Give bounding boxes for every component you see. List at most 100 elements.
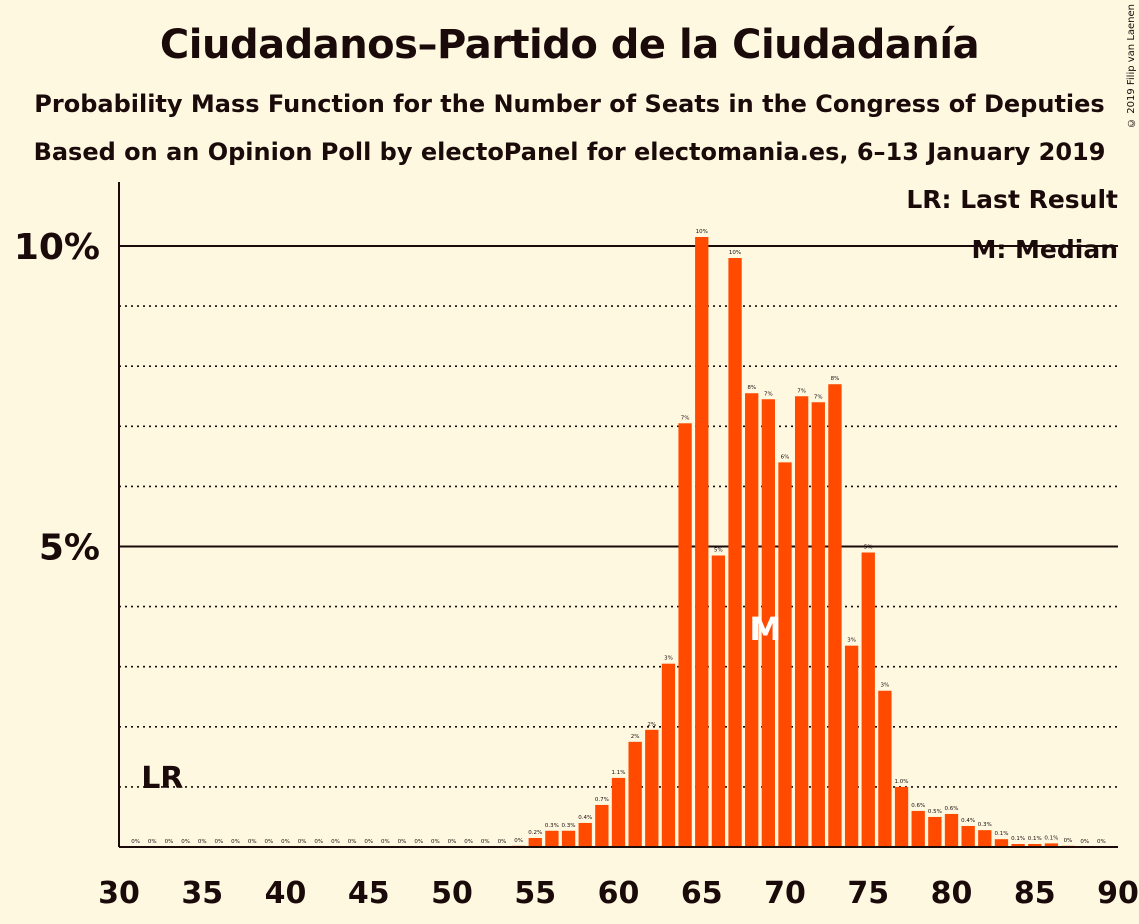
bar-value-label: 0%: [364, 839, 373, 845]
bar-value-label: 0%: [131, 839, 140, 845]
bar-value-label: 0%: [215, 839, 224, 845]
x-tick-label: 30: [98, 876, 140, 911]
bar-value-label: 0.4%: [578, 815, 592, 821]
bar-seat-75: [861, 552, 875, 847]
bar-value-label: 2%: [647, 722, 656, 728]
bar-value-label: 0%: [264, 839, 273, 845]
bar-value-label: 0.5%: [928, 809, 942, 815]
bar-value-label: 0.6%: [911, 803, 925, 809]
bar-value-label: 0%: [148, 839, 157, 845]
bar-value-label: 1.1%: [612, 770, 626, 776]
bar-value-label: 0%: [1064, 838, 1073, 844]
bar-value-label: 6%: [781, 454, 790, 460]
x-tick-label: 45: [348, 876, 390, 911]
bar-seat-74: [844, 645, 859, 847]
bar-value-label: 8%: [831, 376, 840, 382]
bar-seat-84: [1011, 843, 1025, 847]
bar-value-label: 0.4%: [961, 818, 975, 824]
bar-value-label: 0%: [398, 839, 407, 845]
bar-value-label: 0.3%: [545, 823, 559, 829]
bar-seat-64: [678, 423, 692, 847]
bar-value-label: 0%: [298, 839, 307, 845]
bar-value-label: 0.1%: [994, 831, 1008, 837]
bar-value-label: 0%: [481, 839, 490, 845]
median-marker: M: [749, 610, 781, 648]
bar-value-label: 10%: [696, 229, 708, 235]
bar-value-label: 5%: [864, 545, 873, 551]
x-tick-label: 90: [1097, 876, 1139, 911]
bar-seat-80: [944, 813, 959, 847]
legend-median: M: Median: [971, 235, 1118, 264]
bar-value-label: 7%: [814, 394, 823, 400]
bar-value-label: 8%: [747, 385, 756, 391]
chart-title: Ciudadanos–Partido de la Ciudadanía: [159, 22, 980, 68]
y-tick-label: 10%: [14, 227, 100, 268]
bar-value-label: 0%: [331, 839, 340, 845]
last-result-marker: LR: [141, 761, 183, 796]
bar-value-label: 10%: [729, 250, 741, 256]
bar-value-label: 1.0%: [895, 779, 909, 785]
bar-value-label: 0%: [1080, 839, 1089, 845]
bar-value-label: 0%: [498, 839, 507, 845]
bar-value-label: 0%: [381, 839, 390, 845]
y-tick-label: 5%: [39, 528, 100, 569]
bar-value-label: 0.1%: [1028, 836, 1042, 842]
bar-value-label: 0.2%: [528, 830, 542, 836]
bar-value-label: 0%: [314, 839, 323, 845]
bar-seat-68: [745, 393, 759, 847]
bar-seat-57: [561, 830, 576, 847]
bar-value-label: 0%: [198, 839, 207, 845]
bar-seat-72: [811, 402, 825, 847]
bar-value-label: 0%: [514, 838, 523, 844]
chart-subtitle: Probability Mass Function for the Number…: [34, 90, 1105, 118]
x-tick-label: 40: [265, 876, 307, 911]
bar-value-label: 0%: [431, 839, 440, 845]
bar-seat-78: [911, 810, 925, 847]
bar-value-label: 0%: [348, 839, 357, 845]
bar-seat-56: [545, 830, 559, 847]
bar-value-label: 0.3%: [562, 823, 576, 829]
bar-seat-61: [628, 741, 642, 847]
bar-seat-79: [928, 816, 942, 847]
bar-seat-77: [894, 786, 909, 847]
x-tick-label: 65: [681, 876, 723, 911]
bar-value-label: 3%: [664, 656, 673, 662]
bar-value-label: 2%: [631, 734, 640, 740]
x-tick-label: 85: [1014, 876, 1056, 911]
bar-value-label: 3%: [847, 638, 856, 644]
bar-value-label: 0.7%: [595, 797, 609, 803]
x-tick-label: 35: [181, 876, 223, 911]
x-tick-label: 70: [764, 876, 806, 911]
bar-seat-66: [711, 555, 726, 847]
bar-value-label: 0.1%: [1011, 836, 1025, 842]
bar-seat-59: [595, 804, 609, 847]
bar-seat-76: [878, 690, 892, 847]
x-tick-label: 60: [598, 876, 640, 911]
bar-value-label: 0%: [448, 839, 457, 845]
x-tick-label: 80: [931, 876, 973, 911]
bar-seat-69: [761, 399, 776, 847]
x-tick-label: 55: [514, 876, 556, 911]
bar-value-label: 0%: [281, 839, 290, 845]
bar-value-label: 0%: [464, 839, 473, 845]
bar-value-label: 0.6%: [945, 806, 959, 812]
bar-value-label: 7%: [681, 415, 690, 421]
bar-value-label: 0.3%: [978, 822, 992, 828]
bar-seat-62: [645, 729, 659, 847]
bar-seat-67: [728, 258, 742, 847]
bar-seat-60: [611, 777, 626, 847]
bar-value-label: 0%: [165, 839, 174, 845]
bar-seat-63: [661, 663, 676, 847]
bar-value-label: 7%: [764, 391, 773, 397]
bar-seat-86: [1044, 843, 1059, 847]
bar-seat-73: [828, 384, 842, 847]
x-tick-label: 75: [847, 876, 889, 911]
bar-value-label: 0%: [231, 839, 240, 845]
x-tick-label: 50: [431, 876, 473, 911]
bar-seat-82: [978, 830, 992, 847]
bar-value-label: 0%: [414, 839, 423, 845]
bar-value-label: 0%: [181, 839, 190, 845]
bar-seat-85: [1028, 843, 1042, 847]
